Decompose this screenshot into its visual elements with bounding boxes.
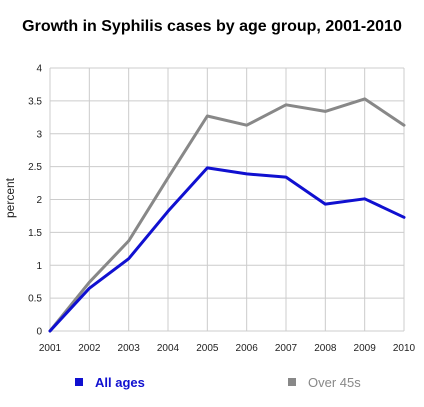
legend-swatch <box>75 378 83 386</box>
y-axis-title: percent <box>3 177 17 218</box>
x-tick-label: 2004 <box>157 343 180 354</box>
x-tick-labels: 2001 2002 2003 2004 2005 2006 2007 2008 2009 2010 <box>39 343 416 354</box>
y-tick-label: 3 <box>36 129 42 140</box>
chart-title: Growth in Syphilis cases by age group, 2… <box>22 18 402 35</box>
legend-label: Over 45s <box>308 375 361 390</box>
y-tick-label: 3.5 <box>28 96 42 107</box>
series-line-over-45s <box>48 97 406 333</box>
y-tick-label: 0 <box>36 327 42 338</box>
x-tick-label: 2010 <box>393 343 416 354</box>
y-tick-label: 4 <box>36 64 42 75</box>
series-line-all-ages <box>48 166 406 333</box>
legend: All ages Over 45s <box>75 375 361 390</box>
y-tick-label: 1 <box>36 261 42 272</box>
x-tick-label: 2003 <box>118 343 141 354</box>
y-tick-label: 1.5 <box>28 228 42 239</box>
x-tick-label: 2008 <box>314 343 337 354</box>
x-tick-label: 2001 <box>39 343 62 354</box>
legend-swatch <box>288 378 296 386</box>
x-tick-label: 2006 <box>236 343 259 354</box>
legend-label: All ages <box>95 375 145 390</box>
y-tick-label: 2.5 <box>28 162 42 173</box>
x-tick-label: 2007 <box>275 343 298 354</box>
y-tick-label: 0.5 <box>28 294 42 305</box>
x-tick-label: 2009 <box>354 343 377 354</box>
x-tick-label: 2005 <box>196 343 219 354</box>
series-lines <box>48 97 406 333</box>
x-tick-label: 2002 <box>78 343 101 354</box>
y-tick-labels: 0 0.5 1 1.5 2 2.5 3 3.5 4 <box>28 64 42 338</box>
y-tick-label: 2 <box>36 195 42 206</box>
